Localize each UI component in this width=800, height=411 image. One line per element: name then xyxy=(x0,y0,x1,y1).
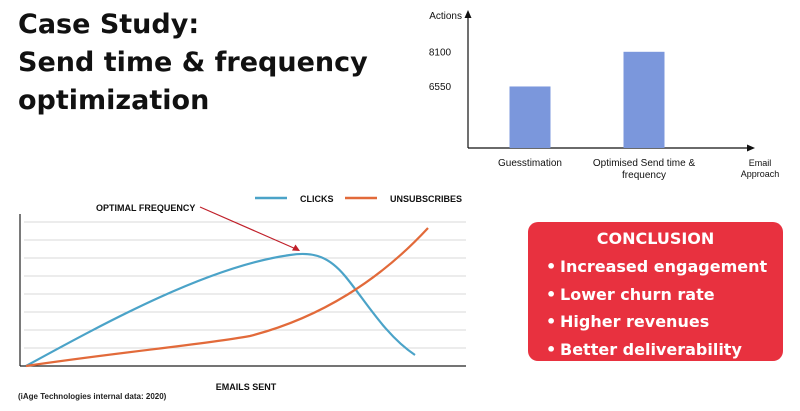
bar-x-axis-label-line-2: Approach xyxy=(741,169,780,179)
conclusion-item-text: Increased engagement xyxy=(560,257,768,276)
conclusion-item: • Increased engagement xyxy=(546,253,783,281)
line-chart-grid xyxy=(24,221,466,367)
legend-label: CLICKS xyxy=(300,194,334,204)
legend-label: UNSUBSCRIBES xyxy=(390,194,462,204)
series-line-clicks xyxy=(25,252,416,367)
bullet-icon: • xyxy=(546,312,557,331)
title-line-2: Send time & frequency xyxy=(18,47,368,78)
conclusion-list: • Increased engagement • Lower churn rate … xyxy=(528,253,783,363)
page-title: Case Study: Send time & frequency optimi… xyxy=(18,6,368,120)
conclusion-item: • Higher revenues xyxy=(546,308,783,336)
bar-y-axis-label: Actions xyxy=(429,11,462,22)
bar-y-tick-label: 6550 xyxy=(429,82,452,93)
bullet-icon: • xyxy=(546,257,557,276)
conclusion-item: • Better deliverability xyxy=(546,336,783,364)
bar-category-label: frequency xyxy=(622,170,666,181)
conclusion-title: CONCLUSION xyxy=(596,229,715,248)
title-line-1: Case Study: xyxy=(18,9,200,40)
conclusion-item-text: Higher revenues xyxy=(560,312,710,331)
bullet-icon: • xyxy=(546,284,557,304)
line-chart-legend: CLICKS UNSUBSCRIBES xyxy=(255,194,462,204)
bullet-icon: • xyxy=(546,339,557,359)
conclusion-item: • Lower churn rate xyxy=(546,281,783,309)
conclusion-box: CONCLUSION • Increased engagement • Lower … xyxy=(528,222,783,361)
bar-category-label: Guesstimation xyxy=(498,158,562,169)
series-line-unsubscribes xyxy=(25,227,429,368)
conclusion-item-text: Better deliverability xyxy=(560,339,742,359)
bar xyxy=(623,51,665,148)
optimal-frequency-arrow-head xyxy=(292,244,300,251)
bar-y-axis-arrow xyxy=(464,10,472,18)
optimal-frequency-annotation: OPTIMAL FREQUENCY xyxy=(96,203,195,213)
bar xyxy=(509,86,551,148)
optimal-frequency-arrow-line xyxy=(199,206,297,250)
bar-x-axis-label-line-1: Email xyxy=(749,158,772,168)
conclusion-item-text: Lower churn rate xyxy=(560,284,715,304)
footnote: (iAge Technologies internal data: 2020) xyxy=(18,392,167,401)
bar-y-tick-label: 8100 xyxy=(429,47,452,58)
bar-chart-axes xyxy=(464,10,755,152)
title-line-3: optimization xyxy=(18,85,210,116)
bar-category-label: Optimised Send time & xyxy=(593,158,696,169)
line-x-axis-label: EMAILS SENT xyxy=(216,382,277,392)
bar-x-axis-arrow xyxy=(747,144,755,152)
